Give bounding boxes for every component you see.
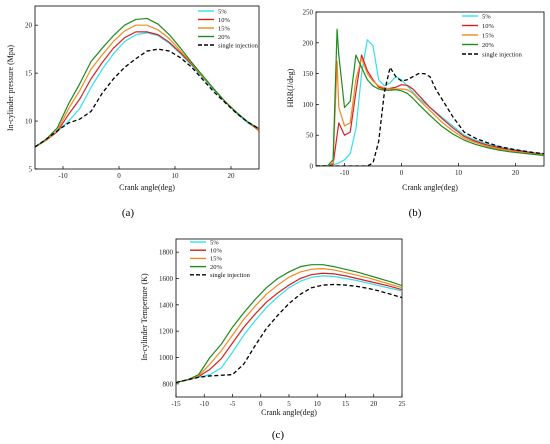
x-tick-label: 10 [314,400,322,408]
x-tick-label: 15 [342,400,350,408]
y-tick-label: 20 [25,22,33,30]
x-tick-label: 0 [259,400,263,408]
series-line-1 [316,39,544,166]
x-tick-label: 5 [287,400,291,408]
series-line-5 [176,283,402,384]
y-tick-label: 250 [303,9,314,17]
x-tick-label: 20 [370,400,378,408]
x-tick-label: -15 [171,400,181,408]
series-line-4 [35,17,259,148]
legend-entry: 20% [210,264,223,271]
panel-c: -15 -10 -5 0 5 10 15 20 25 800 1000 1200 1400 1600 180… [140,238,407,441]
y-tick-label: 0 [310,163,314,171]
legend-entry: single injection [210,272,251,279]
legend-entry: 10% [218,17,231,24]
x-tick-label: 10 [172,172,180,180]
legend-entry: single injection [218,42,259,49]
series-line-4 [176,264,402,384]
legend-entry: single injection [482,51,523,58]
y-tick-label: 200 [303,39,314,47]
series-line-3 [316,57,544,166]
y-tick-label: 10 [25,118,33,126]
x-tick-label: 0 [117,172,121,180]
legend-entry: 15% [218,25,231,32]
series-line-3 [176,268,402,384]
x-tick-label: 20 [512,169,520,177]
x-axis-label: Crank angle(deg) [402,183,458,192]
series-line-2 [316,54,544,166]
x-tick-label: 25 [399,400,407,408]
legend-entry: 5% [482,13,491,20]
panel-a: -10 0 10 20 5 10 15 20 Crank angle(deg) In-cylind… [6,5,260,219]
series-line-5 [35,48,259,148]
y-tick-label: 1600 [159,275,174,283]
x-tick-label: -5 [230,400,236,408]
legend-entry: 5% [210,239,219,246]
x-axis-label: Crank angle(deg) [261,408,317,417]
y-tick-label: 50 [306,132,314,140]
y-tick-label: 1200 [159,328,174,336]
y-tick-label: 1000 [159,354,174,362]
y-axis-label: In-cylinder pressure (Mpa) [6,45,15,132]
panel-label: (a) [122,207,135,219]
x-tick-label: -10 [340,169,350,177]
y-tick-label: 100 [303,101,314,109]
x-tick-label: 10 [455,169,463,177]
legend-entry: 5% [218,8,227,15]
legend-entry: 15% [210,256,223,263]
y-axis-label: In-cylinder Temperture (K) [140,273,149,361]
legend-entry: 20% [218,34,231,41]
legend-entry: 20% [482,42,495,49]
x-tick-label: 0 [400,169,404,177]
legend-entry: 15% [482,32,495,39]
y-tick-label: 800 [163,380,174,388]
y-tick-label: 1400 [159,301,174,309]
series-line-1 [176,275,402,384]
panel-label: (c) [272,429,285,441]
y-tick-label: 1800 [159,249,174,257]
x-tick-label: -10 [58,172,68,180]
y-tick-label: 150 [303,70,314,78]
plot-frame [315,11,545,167]
y-axis-label: HRR(J/deg) [286,68,295,107]
panel-label: (b) [409,207,422,219]
x-tick-label: 20 [228,172,236,180]
series-line-2 [176,272,402,384]
y-tick-label: 15 [25,70,33,78]
plot-frame [34,5,260,170]
series-line-5 [316,66,544,166]
x-axis-label: Crank angle(deg) [119,183,175,192]
legend-entry: 10% [210,248,223,255]
series-line-4 [316,28,544,166]
x-tick-label: -10 [200,400,210,408]
legend-entry: 10% [482,23,495,30]
y-tick-label: 5 [29,166,33,174]
series-line-1 [35,32,259,148]
